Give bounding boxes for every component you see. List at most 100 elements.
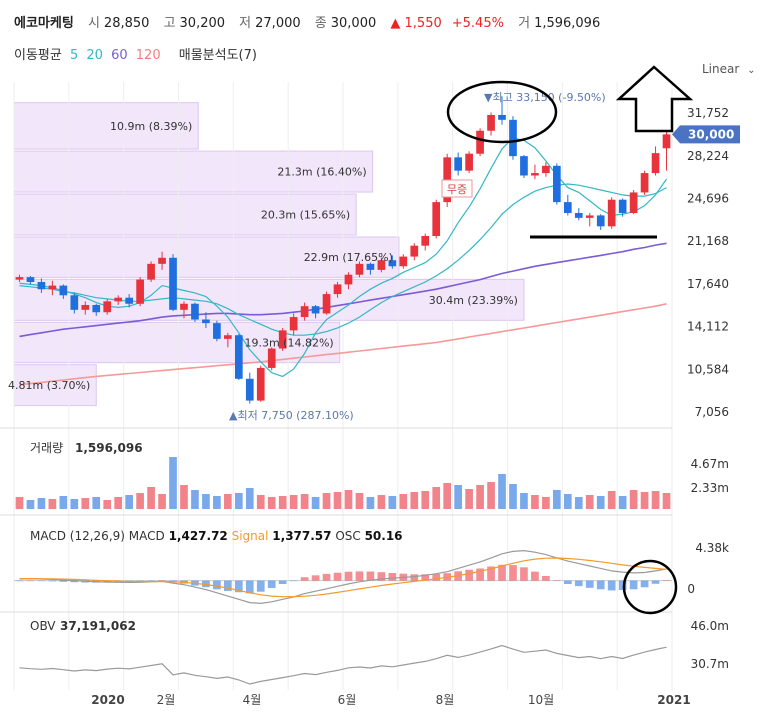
candle: [169, 257, 177, 310]
candle: [640, 173, 649, 193]
volume-bar: [563, 494, 572, 509]
scale-toggle[interactable]: Linear ⌄: [702, 62, 756, 76]
volume-bar: [410, 492, 419, 509]
ex-rights-marker: [441, 179, 473, 198]
x-axis-label: 4월: [243, 693, 262, 707]
close-label: 종: [314, 16, 327, 31]
up-arrow-icon: [615, 65, 694, 133]
osc-bar: [300, 577, 309, 581]
osc-bar: [432, 573, 441, 581]
x-axis-label: 2021: [657, 693, 690, 707]
candle: [531, 173, 539, 176]
volume-bar: [344, 490, 353, 509]
volume-bar: [125, 495, 133, 509]
volume-bar: [26, 500, 35, 509]
candle: [377, 260, 386, 270]
signal-line: [19, 557, 667, 598]
volume-bar: [355, 493, 364, 509]
volume-profile-label[interactable]: 매물분석도(7): [178, 48, 257, 63]
volume-bar: [267, 497, 276, 509]
high-value: 30,200: [179, 16, 226, 31]
candle: [476, 130, 484, 154]
volume-bar: [377, 495, 386, 509]
candle: [388, 260, 397, 267]
candle: [410, 245, 419, 257]
volume-bar: [465, 489, 473, 509]
open-value: 28,850: [103, 16, 150, 31]
volume-bar: [147, 487, 155, 509]
macd-header-part: MACD: [125, 529, 169, 543]
volume-profile-bar: [13, 236, 400, 278]
volume-bar: [169, 457, 177, 509]
price-axis-label: 17,640: [687, 277, 729, 291]
volume-profile-bar: [13, 364, 97, 407]
volume-bar: [596, 496, 605, 509]
volume-bar: [454, 485, 462, 509]
candle: [70, 295, 79, 310]
candle: [48, 285, 57, 290]
volume-bar: [640, 492, 649, 509]
low-value: 27,000: [255, 16, 301, 31]
osc-bar: [37, 580, 46, 582]
volume-axis-label: 4.67m: [691, 457, 729, 471]
macd-header-part: Signal: [228, 529, 273, 543]
osc-bar: [59, 580, 68, 582]
volume-profile-label: 30.4m (23.39%): [429, 294, 518, 307]
candle: [311, 306, 320, 314]
candle: [421, 236, 430, 246]
volume-bar: [651, 491, 660, 509]
volume-bar: [322, 493, 331, 509]
x-axis-label: 2월: [157, 693, 176, 707]
volume-bar: [70, 499, 79, 509]
change-percent: +5.45%: [451, 16, 504, 31]
volume-bar: [520, 493, 528, 509]
volume-profile-label: 22.9m (17.65%): [304, 251, 393, 264]
candle: [509, 119, 517, 157]
osc-bar: [596, 580, 605, 590]
volume-bar: [103, 500, 112, 509]
osc-bar: [245, 580, 254, 594]
volume-profile-label: 4.81m (3.70%): [8, 379, 90, 392]
stock-name: 에코마케팅: [14, 16, 74, 31]
price-axis-label: 28,224: [687, 149, 729, 163]
obv-title: OBV: [30, 619, 56, 633]
candle: [553, 165, 561, 203]
osc-bar: [267, 580, 276, 589]
candle: [465, 153, 473, 171]
macd-header-part: 50.16: [365, 529, 403, 543]
candle: [585, 215, 594, 218]
osc-bar: [607, 580, 616, 591]
price-axis-label: 31,752: [687, 106, 729, 120]
candle: [114, 297, 123, 302]
macd-header-part: 1,377.57: [272, 529, 331, 543]
volume-profile-label: 10.9m (8.39%): [110, 120, 192, 133]
high-label: 고: [163, 16, 176, 31]
volume-profile-bar: [13, 193, 357, 236]
volume-bar: [191, 490, 199, 509]
macd-header-part: OSC: [332, 529, 365, 543]
osc-bar: [542, 575, 550, 581]
macd-axis-label: 4.38k: [695, 541, 729, 555]
volume-bar: [498, 474, 506, 509]
volume-bar: [432, 487, 441, 509]
ma-label[interactable]: 이동평균: [14, 48, 62, 63]
volume-bar: [476, 485, 484, 509]
volume-bar: [607, 491, 616, 509]
candle: [289, 317, 298, 331]
osc-bar: [388, 573, 397, 581]
obv-line: [19, 644, 667, 685]
price-axis-label: 10,584: [687, 362, 729, 376]
candle: [300, 306, 309, 318]
candle: [267, 348, 276, 368]
volume-bar: [311, 497, 320, 509]
candle: [399, 256, 408, 267]
volume-bar: [542, 497, 550, 509]
open-label: 시: [87, 16, 100, 31]
osc-bar: [662, 580, 671, 581]
volume-bar: [92, 497, 101, 509]
current-price-tag: [672, 125, 740, 144]
candle: [15, 277, 24, 280]
volume-bar: [585, 495, 594, 509]
ma120-line: [19, 303, 667, 386]
